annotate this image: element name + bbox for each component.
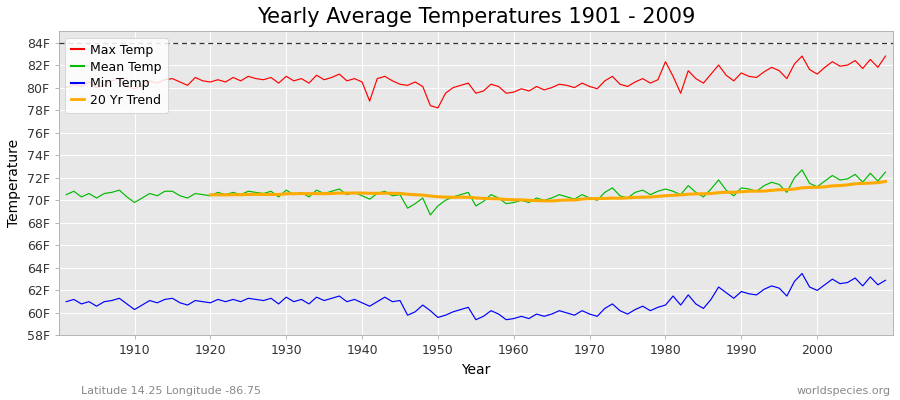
Title: Yearly Average Temperatures 1901 - 2009: Yearly Average Temperatures 1901 - 2009 xyxy=(256,7,695,27)
Legend: Max Temp, Mean Temp, Min Temp, 20 Yr Trend: Max Temp, Mean Temp, Min Temp, 20 Yr Tre… xyxy=(65,38,167,113)
Text: Latitude 14.25 Longitude -86.75: Latitude 14.25 Longitude -86.75 xyxy=(81,386,261,396)
Text: worldspecies.org: worldspecies.org xyxy=(796,386,891,396)
X-axis label: Year: Year xyxy=(461,363,491,377)
Y-axis label: Temperature: Temperature xyxy=(7,139,21,228)
